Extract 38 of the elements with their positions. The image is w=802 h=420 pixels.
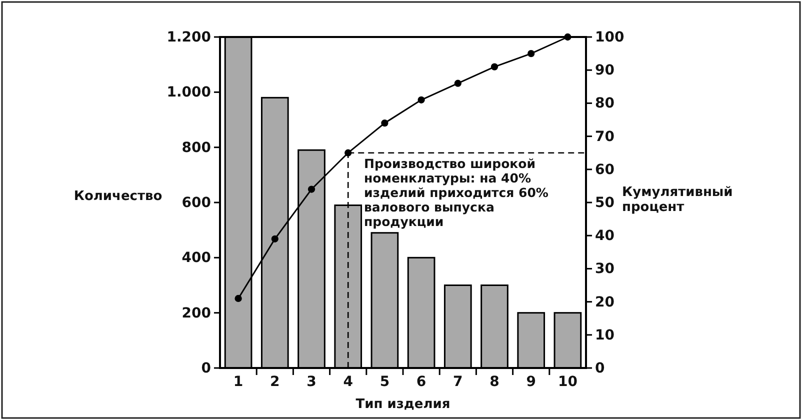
y2-axis-title: Кумулятивный процент (622, 185, 733, 215)
y2-tick-label: 70 (595, 128, 615, 145)
y2-tick-label: 50 (595, 194, 615, 211)
y-tick-label: 400 (182, 250, 212, 266)
bar (370, 232, 399, 369)
x-tick-label: 2 (270, 374, 280, 390)
bar (554, 312, 582, 369)
y-axis-title: Количество (74, 189, 162, 204)
y-tick-label: 600 (182, 194, 212, 211)
y2-tick-label: 90 (595, 62, 615, 79)
bar (517, 312, 546, 369)
y2-tick-label: 0 (595, 360, 605, 376)
x-axis-title: Тип изделия (356, 397, 450, 412)
x-tick-label: 6 (416, 374, 426, 390)
y2-tick-label: 30 (595, 261, 615, 278)
y-tick-label: 800 (182, 140, 212, 156)
y-tick-label: 1.200 (166, 29, 212, 46)
x-tick-label: 3 (306, 374, 316, 390)
x-tick-label: 9 (526, 374, 536, 390)
annotation: Производство широкой номенклатуры: на 40% изделий приходится 60% валового выпуска продукции (364, 156, 549, 229)
x-tick-label: 5 (380, 374, 390, 390)
x-tick-label: 4 (343, 374, 354, 390)
y2-tick-label: 80 (595, 96, 615, 112)
y2-tick-label: 60 (595, 162, 615, 178)
x-tick-label: 10 (558, 374, 578, 390)
x-tick-label: 1 (233, 374, 244, 390)
y-tick-label: 0 (201, 360, 212, 376)
y2-tick-label: 10 (595, 327, 615, 344)
y2-tick-label: 100 (595, 29, 624, 46)
bar (480, 284, 508, 369)
x-tick-label: 7 (453, 374, 463, 390)
bar (407, 256, 436, 369)
y2-tick-label: 40 (595, 228, 615, 244)
x-tick-label: 8 (490, 374, 500, 390)
y-tick-label: 1.000 (166, 84, 212, 101)
y2-tick-label: 20 (595, 294, 615, 310)
bar (444, 284, 472, 369)
y-tick-label: 200 (182, 305, 212, 322)
